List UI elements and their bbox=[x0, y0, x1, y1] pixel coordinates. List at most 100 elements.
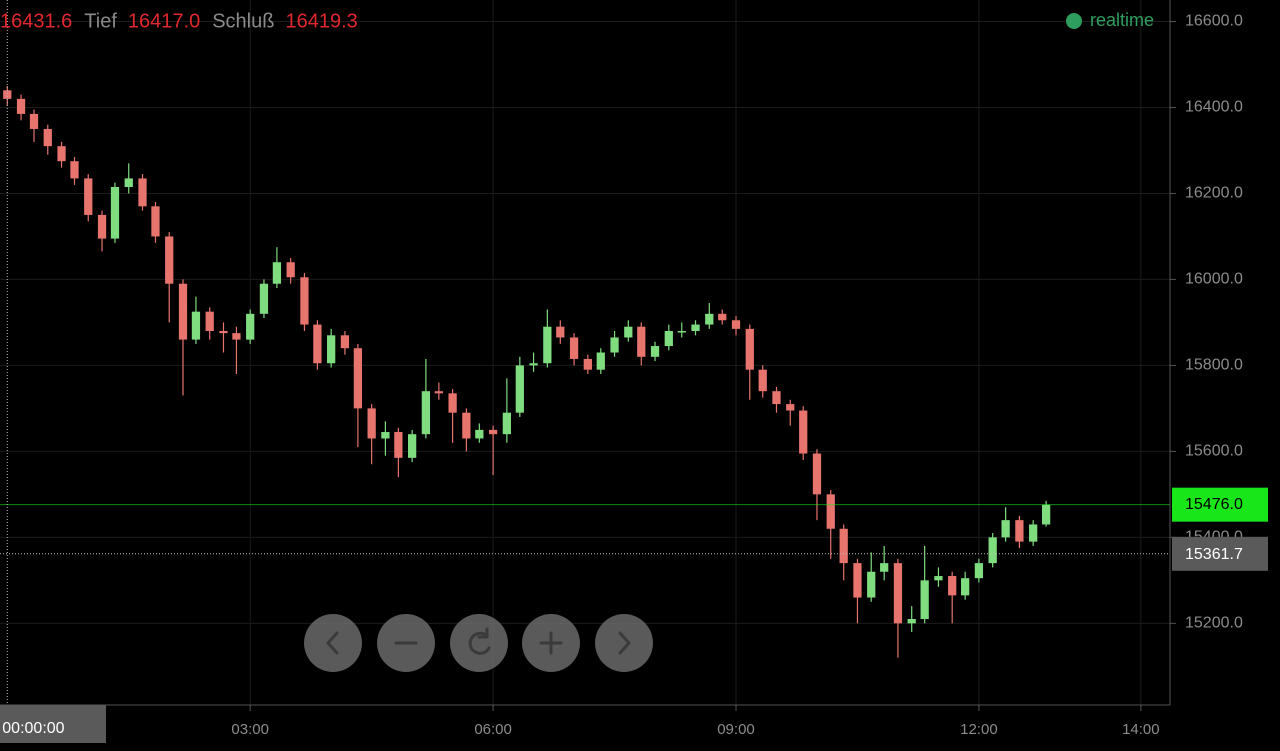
candle-body bbox=[165, 236, 174, 284]
candle-body bbox=[272, 262, 282, 284]
candle-body bbox=[543, 326, 552, 364]
info-value: 16431.6 bbox=[0, 10, 72, 32]
y-tick-label: 16200.0 bbox=[1185, 185, 1243, 202]
grid bbox=[0, 0, 1170, 705]
y-tick-label: 15600.0 bbox=[1185, 443, 1243, 460]
candle-body bbox=[920, 580, 929, 620]
info-label: Tief bbox=[84, 10, 117, 32]
status-dot bbox=[1066, 13, 1082, 29]
crosshair-y-label: 15361.7 bbox=[1185, 546, 1243, 563]
candle-body bbox=[502, 412, 511, 435]
candle-body bbox=[381, 432, 390, 439]
candle-body bbox=[178, 283, 188, 340]
candle-body bbox=[529, 363, 538, 366]
candle-body bbox=[84, 178, 93, 215]
candle-body bbox=[408, 434, 417, 458]
y-tick-label: 15800.0 bbox=[1185, 357, 1243, 374]
candle-body bbox=[448, 393, 457, 413]
candle-body bbox=[313, 324, 322, 364]
last-price-box bbox=[1172, 487, 1268, 522]
candle-body bbox=[97, 214, 107, 239]
candle-body bbox=[569, 337, 579, 359]
candle-body bbox=[880, 563, 889, 572]
candle-body bbox=[867, 571, 876, 598]
candle-body bbox=[596, 352, 605, 370]
x-tick-label: 06:00 bbox=[474, 721, 512, 738]
candle-body bbox=[1015, 520, 1024, 542]
candle-body bbox=[246, 313, 255, 340]
candle-body bbox=[110, 186, 120, 239]
candle-body bbox=[907, 619, 916, 624]
crosshair-x-box bbox=[0, 705, 106, 743]
y-tick-label: 15200.0 bbox=[1185, 615, 1243, 632]
candle-body bbox=[650, 346, 660, 357]
candle-body bbox=[745, 328, 754, 370]
candle-body bbox=[691, 324, 700, 332]
info-value: 16419.3 bbox=[285, 10, 357, 32]
candle-body bbox=[138, 178, 147, 207]
x-tick-label: 09:00 bbox=[717, 721, 755, 738]
reset-button[interactable] bbox=[450, 614, 508, 672]
candle-body bbox=[259, 283, 269, 314]
candle-body bbox=[124, 178, 133, 187]
candle-body bbox=[624, 326, 633, 338]
candle-body bbox=[434, 391, 443, 394]
candle-body bbox=[394, 432, 403, 458]
candle-body bbox=[353, 348, 363, 409]
crosshair-y-box bbox=[1172, 536, 1268, 571]
candle-body bbox=[853, 563, 862, 598]
candle-body bbox=[475, 429, 484, 439]
candle-body bbox=[948, 576, 957, 596]
candle-body bbox=[29, 113, 39, 129]
candle-body bbox=[205, 311, 214, 332]
candle-body bbox=[718, 313, 727, 321]
zoom-in-button[interactable] bbox=[522, 614, 580, 672]
candle-body bbox=[43, 128, 52, 147]
candle-body bbox=[758, 369, 767, 392]
info-value: 16417.0 bbox=[128, 10, 200, 32]
candle-body bbox=[705, 313, 714, 325]
candle-body bbox=[515, 365, 524, 413]
candle-body bbox=[934, 576, 943, 581]
candle-body bbox=[327, 335, 336, 364]
y-tick-label: 16600.0 bbox=[1185, 13, 1243, 30]
candle-body bbox=[3, 90, 12, 99]
candle-body bbox=[1029, 524, 1038, 542]
candle-body bbox=[1041, 504, 1051, 525]
candle-body bbox=[664, 331, 673, 347]
candle-body bbox=[1001, 520, 1010, 538]
candle-body bbox=[367, 408, 376, 439]
info-label: Schluß bbox=[212, 10, 274, 32]
candle-body bbox=[488, 429, 498, 435]
axes: 15200.015400.015600.015800.016000.016200… bbox=[0, 13, 1268, 743]
scroll-right-button[interactable] bbox=[595, 614, 653, 672]
zoom-out-button[interactable] bbox=[377, 614, 435, 672]
candle-body bbox=[677, 331, 686, 333]
candle-body bbox=[772, 391, 781, 405]
candle-body bbox=[70, 161, 79, 179]
candle-body bbox=[219, 331, 228, 334]
scroll-left-button[interactable] bbox=[304, 614, 362, 672]
header: 16431.6 Tief 16417.0 Schluß 16419.3 bbox=[0, 10, 358, 32]
candle-body bbox=[826, 494, 835, 529]
candle-body bbox=[583, 358, 592, 370]
candle-body bbox=[974, 563, 984, 579]
candle-body bbox=[57, 146, 66, 162]
candle-body bbox=[340, 335, 350, 349]
candle-body bbox=[893, 563, 903, 624]
candle-body bbox=[637, 326, 646, 357]
candle-body bbox=[232, 333, 241, 340]
candle-body bbox=[799, 410, 808, 454]
candle-body bbox=[191, 311, 201, 340]
candle-body bbox=[462, 412, 471, 439]
candle-body bbox=[610, 337, 619, 353]
crosshair-x-label: 00:00:00 bbox=[2, 720, 64, 737]
last-price-label: 15476.0 bbox=[1185, 496, 1243, 513]
y-tick-label: 16000.0 bbox=[1185, 271, 1243, 288]
x-tick-label: 03:00 bbox=[231, 721, 269, 738]
candle-body bbox=[151, 206, 160, 237]
status-label: realtime bbox=[1090, 10, 1154, 30]
x-tick-label: 14:00 bbox=[1122, 721, 1160, 738]
candle-body bbox=[786, 404, 795, 411]
